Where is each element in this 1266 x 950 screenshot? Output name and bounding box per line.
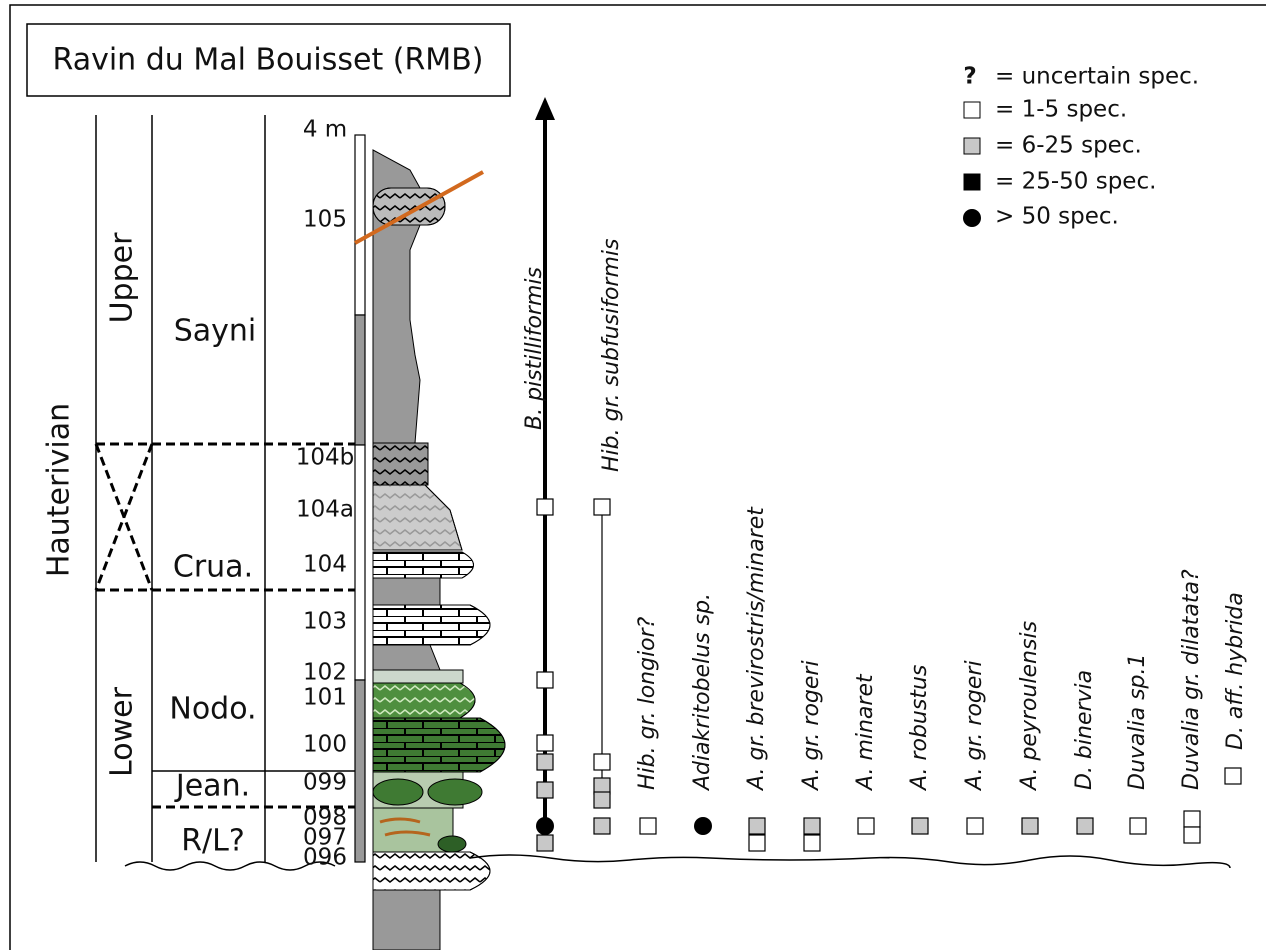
occurrence (748, 834, 766, 852)
scale-bar (354, 134, 366, 863)
occurrence (593, 817, 611, 835)
taxon-label: A. gr. brevirostris/minaret (744, 506, 769, 792)
zone-label: Jean. (174, 769, 250, 804)
occurrence (803, 817, 821, 835)
bed-label: 103 (303, 609, 347, 635)
fault-line (354, 170, 484, 245)
occurrences (536, 498, 1242, 852)
occurrence (1183, 810, 1201, 828)
occurrence (1021, 817, 1039, 835)
occurrence (593, 498, 611, 516)
scale-label: 4 m (303, 117, 347, 143)
bed-label: 105 (303, 207, 347, 233)
occurrence (1129, 817, 1147, 835)
occurrence (536, 734, 554, 752)
zone-label: Crua. (173, 550, 253, 585)
taxon-label: A. minaret (853, 673, 878, 792)
occurrence (966, 817, 984, 835)
occurrence (536, 753, 554, 771)
legend-label: = 1-5 spec. (995, 97, 1127, 123)
taxon-label: Duvalia sp.1 (1125, 653, 1150, 790)
taxon-label: Hib. gr. subfusiformis (599, 239, 624, 472)
legend-swatch (963, 137, 981, 155)
bed-label: 100 (303, 732, 347, 758)
taxon-label: Adiakritobelus sp. (690, 593, 715, 792)
bed-label: 104b (296, 445, 355, 471)
bed-label: 099 (303, 770, 347, 796)
occurrence (1076, 817, 1094, 835)
occurrence (536, 498, 554, 516)
taxon-label: A. peyroulensis (1017, 621, 1042, 792)
unconformity (124, 854, 1231, 871)
taxon-label: D. binervia (1072, 670, 1097, 790)
lithology (372, 149, 506, 950)
zone-label: Sayni (174, 314, 257, 349)
bed-label: 101 (303, 685, 347, 711)
occurrence (803, 834, 821, 852)
substage-label: Lower (105, 686, 140, 777)
stage-label: Hauterivian (42, 403, 77, 577)
occurrence (1224, 767, 1242, 785)
frame (9, 4, 1266, 950)
occurrence (748, 817, 766, 835)
legend-label: = 6-25 spec. (995, 133, 1142, 159)
legend-label: = 25-50 spec. (995, 169, 1156, 195)
range-arrow (535, 97, 555, 120)
label-backing (60, 444, 94, 590)
legend-label: > 50 spec. (995, 204, 1119, 230)
taxon-label: A. gr. rogeri (962, 660, 987, 792)
legend-swatch (963, 101, 981, 119)
occurrence (593, 791, 611, 809)
taxon-label: B. pistilliformis (522, 267, 547, 430)
occurrence (593, 753, 611, 771)
occurrence (536, 817, 554, 835)
bed-label: 097 (303, 825, 347, 851)
taxon-label: A. gr. rogeri (799, 660, 824, 792)
bed-label: 098 (303, 805, 347, 831)
legend-symbol: ? (963, 64, 976, 90)
bed-label: 104 (303, 552, 347, 578)
taxon-label: A. robustus (907, 665, 932, 792)
bed-label: 104a (296, 497, 354, 523)
zone-boundaries (94, 442, 355, 809)
title-box (26, 23, 511, 97)
legend-label: = uncertain spec. (995, 64, 1199, 90)
bed-label: 096 (303, 845, 347, 871)
zone-label: Nodo. (169, 692, 256, 727)
occurrence (536, 781, 554, 799)
legend-swatch (963, 173, 981, 191)
taxon-label: D. aff. hybrida (1223, 592, 1248, 750)
substage-label: Upper (105, 232, 140, 324)
occurrence (536, 834, 554, 852)
occurrence (1183, 826, 1201, 844)
column-lines (95, 115, 355, 862)
taxa-labels: B. pistilliformis Hib. gr. subfusiformis H… (522, 239, 1248, 792)
occurrence (857, 817, 875, 835)
legend-swatch (963, 209, 981, 227)
occurrence (639, 817, 657, 835)
zone-label: R/L? (181, 824, 245, 859)
title: Ravin du Mal Bouisset (RMB) (53, 43, 484, 78)
taxon-label: Duvalia gr. dilatata? (1179, 569, 1204, 790)
occurrence (536, 671, 554, 689)
occurrence (694, 817, 712, 835)
bed-label: 102 (303, 660, 347, 686)
taxon-label: Hib. gr. longior? (635, 616, 660, 790)
occurrence (911, 817, 929, 835)
